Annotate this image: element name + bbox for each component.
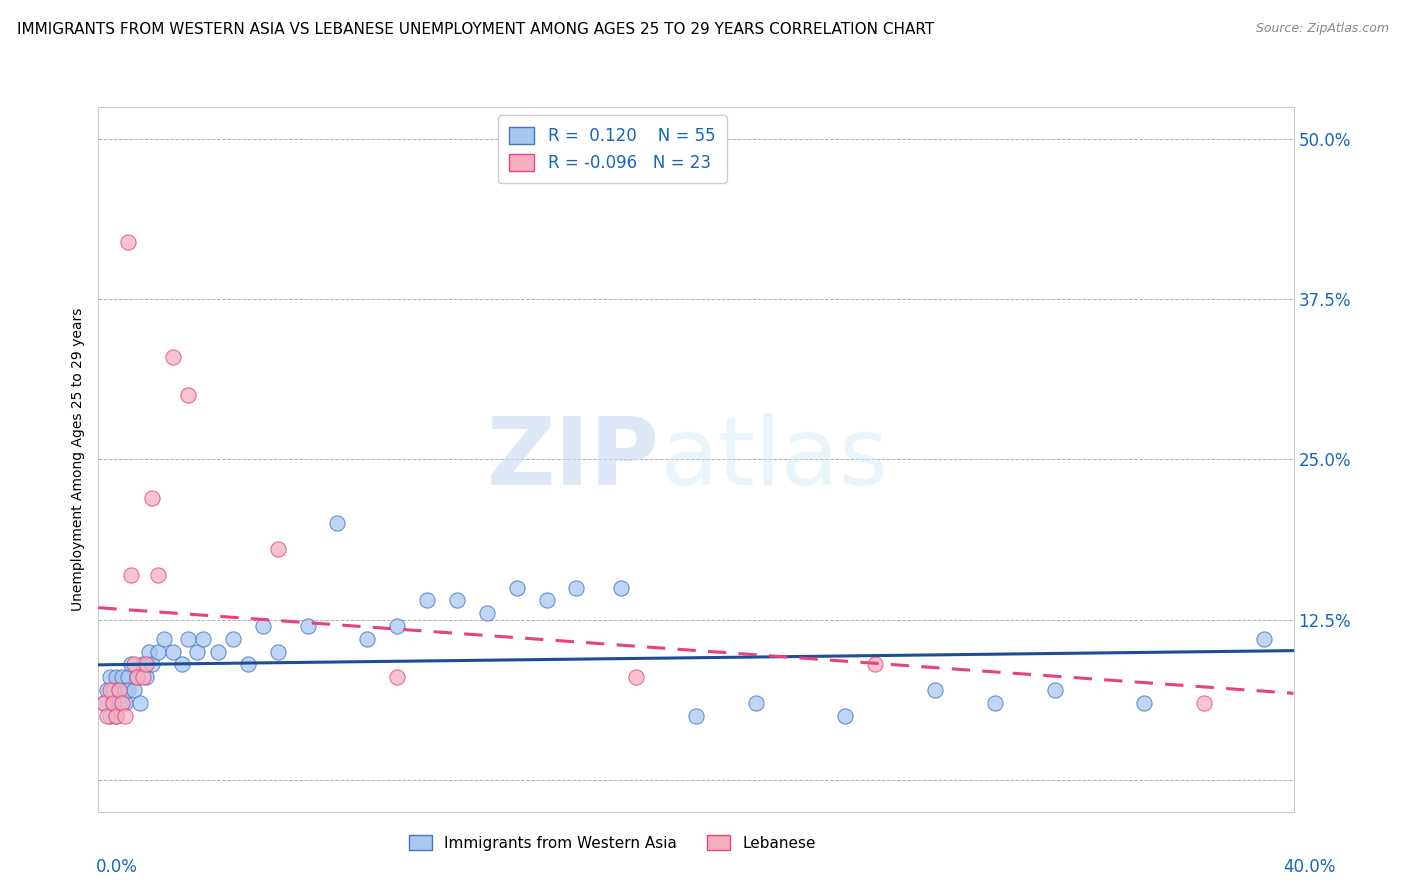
Point bbox=[117, 670, 139, 684]
Text: 0.0%: 0.0% bbox=[96, 858, 138, 876]
Point bbox=[98, 683, 122, 698]
Point bbox=[105, 708, 128, 723]
Text: atlas: atlas bbox=[661, 413, 889, 506]
Text: IMMIGRANTS FROM WESTERN ASIA VS LEBANESE UNEMPLOYMENT AMONG AGES 25 TO 29 YEARS : IMMIGRANTS FROM WESTERN ASIA VS LEBANESE… bbox=[17, 22, 934, 37]
Point bbox=[1043, 683, 1066, 698]
Point bbox=[326, 516, 349, 531]
Point bbox=[236, 657, 259, 672]
Point bbox=[148, 567, 170, 582]
Point bbox=[385, 619, 409, 633]
Point bbox=[685, 708, 707, 723]
Point bbox=[924, 683, 946, 698]
Point bbox=[267, 542, 290, 557]
Point bbox=[153, 632, 176, 646]
Point bbox=[124, 657, 146, 672]
Point bbox=[446, 593, 468, 607]
Point bbox=[129, 696, 152, 710]
Legend: Immigrants from Western Asia, Lebanese: Immigrants from Western Asia, Lebanese bbox=[402, 829, 823, 857]
Point bbox=[162, 350, 184, 364]
Point bbox=[1192, 696, 1215, 710]
Point bbox=[252, 619, 274, 633]
Point bbox=[135, 657, 157, 672]
Point bbox=[207, 644, 229, 658]
Point bbox=[222, 632, 245, 646]
Point bbox=[177, 388, 200, 402]
Point bbox=[111, 696, 134, 710]
Point bbox=[506, 581, 529, 595]
Point bbox=[297, 619, 319, 633]
Point bbox=[356, 632, 378, 646]
Point bbox=[162, 644, 184, 658]
Point bbox=[865, 657, 887, 672]
Point bbox=[105, 670, 128, 684]
Point bbox=[745, 696, 768, 710]
Y-axis label: Unemployment Among Ages 25 to 29 years: Unemployment Among Ages 25 to 29 years bbox=[72, 308, 86, 611]
Point bbox=[120, 657, 142, 672]
Point bbox=[186, 644, 208, 658]
Point bbox=[172, 657, 194, 672]
Point bbox=[610, 581, 633, 595]
Point bbox=[834, 708, 856, 723]
Point bbox=[475, 606, 498, 620]
Point bbox=[105, 708, 128, 723]
Point bbox=[138, 644, 160, 658]
Point bbox=[120, 567, 142, 582]
Point bbox=[124, 683, 146, 698]
Point bbox=[108, 683, 131, 698]
Text: 40.0%: 40.0% bbox=[1284, 858, 1336, 876]
Point bbox=[1133, 696, 1156, 710]
Text: Source: ZipAtlas.com: Source: ZipAtlas.com bbox=[1256, 22, 1389, 36]
Point bbox=[141, 657, 163, 672]
Point bbox=[132, 670, 155, 684]
Text: ZIP: ZIP bbox=[488, 413, 661, 506]
Point bbox=[103, 683, 125, 698]
Point bbox=[385, 670, 409, 684]
Point bbox=[148, 644, 170, 658]
Point bbox=[626, 670, 648, 684]
Point bbox=[108, 683, 131, 698]
Point bbox=[93, 696, 115, 710]
Point bbox=[96, 708, 118, 723]
Point bbox=[416, 593, 439, 607]
Point bbox=[141, 491, 163, 505]
Point bbox=[127, 670, 149, 684]
Point bbox=[108, 696, 131, 710]
Point bbox=[114, 708, 136, 723]
Point bbox=[103, 696, 125, 710]
Point bbox=[93, 696, 115, 710]
Point bbox=[117, 235, 139, 249]
Point bbox=[132, 657, 155, 672]
Point bbox=[177, 632, 200, 646]
Point bbox=[114, 683, 136, 698]
Point bbox=[127, 670, 149, 684]
Point bbox=[191, 632, 214, 646]
Point bbox=[565, 581, 588, 595]
Point bbox=[98, 670, 122, 684]
Point bbox=[114, 696, 136, 710]
Point bbox=[117, 683, 139, 698]
Point bbox=[103, 696, 125, 710]
Point bbox=[984, 696, 1007, 710]
Point bbox=[267, 644, 290, 658]
Point bbox=[96, 683, 118, 698]
Point bbox=[111, 696, 134, 710]
Point bbox=[135, 670, 157, 684]
Point bbox=[98, 708, 122, 723]
Point bbox=[111, 670, 134, 684]
Point bbox=[536, 593, 558, 607]
Point bbox=[1253, 632, 1275, 646]
